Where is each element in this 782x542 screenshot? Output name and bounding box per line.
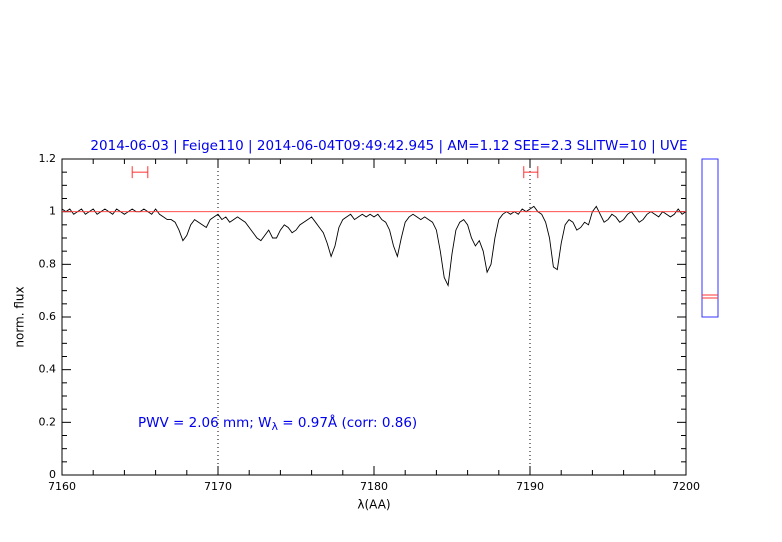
x-tick-label: 7200: [672, 480, 700, 493]
annotation-part: PWV = 2.06 mm; W: [138, 415, 271, 431]
x-tick-label: 7170: [204, 480, 232, 493]
annotation: PWV = 2.06 mm; Wλ = 0.97Å (corr: 0.86): [138, 414, 417, 433]
chart-title: 2014-06-03 | Feige110 | 2014-06-04T09:49…: [90, 138, 687, 154]
x-tick-label: 7180: [360, 480, 388, 493]
y-tick-label: 0: [49, 468, 56, 481]
side-panel: [701, 158, 719, 318]
y-tick-label: 0.2: [39, 415, 57, 428]
spectrum-line: [61, 205, 687, 287]
y-tick-label: 0.6: [39, 310, 57, 323]
x-tick-label: 7160: [48, 480, 76, 493]
annotation-subscript: λ: [271, 420, 278, 433]
x-axis-label: λ(AA): [357, 498, 390, 512]
y-tick-label: 0.8: [39, 257, 57, 270]
y-tick-label: 1.2: [39, 152, 57, 165]
x-tick-label: 7190: [516, 480, 544, 493]
annotation-part: = 0.97Å (corr: 0.86): [278, 414, 417, 431]
y-tick-label: 1: [49, 205, 56, 218]
y-tick-label: 0.4: [39, 363, 57, 376]
y-axis-label: norm. flux: [13, 286, 27, 347]
